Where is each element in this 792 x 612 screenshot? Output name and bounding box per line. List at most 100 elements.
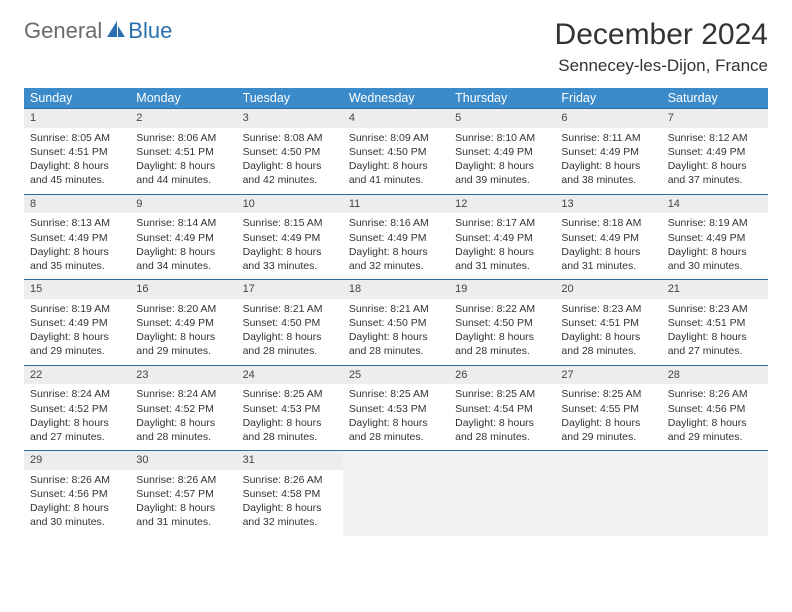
sunset-label-value: 4:51 PM xyxy=(600,317,639,329)
calendar-day: 9Sunrise: 8:14 AMSunset: 4:49 PMDaylight… xyxy=(130,194,236,280)
daylight-label-value: 8 hours and 31 minutes. xyxy=(455,246,534,272)
weekday-header: Sunday xyxy=(24,88,130,109)
sunset-label: Sunset: 4:57 PM xyxy=(136,487,230,501)
daylight-label: Daylight: 8 hours and 41 minutes. xyxy=(349,159,443,187)
sunrise-label-value: 8:20 AM xyxy=(178,303,217,315)
day-number: 26 xyxy=(449,366,555,385)
sunrise-label-value: 8:09 AM xyxy=(390,132,429,144)
sunrise-label: Sunrise: 8:25 AM xyxy=(243,387,337,401)
sunset-label: Sunset: 4:58 PM xyxy=(243,487,337,501)
calendar-day: 21Sunrise: 8:23 AMSunset: 4:51 PMDayligh… xyxy=(662,280,768,366)
sunset-label: Sunset: 4:52 PM xyxy=(136,402,230,416)
day-number: 30 xyxy=(130,451,236,470)
sunrise-label-value: 8:24 AM xyxy=(178,388,217,400)
daylight-label: Daylight: 8 hours and 28 minutes. xyxy=(349,330,443,358)
daylight-label-value: 8 hours and 41 minutes. xyxy=(349,160,428,186)
sunset-label-value: 4:51 PM xyxy=(175,146,214,158)
day-number: 23 xyxy=(130,366,236,385)
sunrise-label-value: 8:18 AM xyxy=(603,217,642,229)
sunrise-label-value: 8:21 AM xyxy=(390,303,429,315)
sunrise-label-value: 8:25 AM xyxy=(497,388,536,400)
sunset-label-value: 4:56 PM xyxy=(69,488,108,500)
day-number: 24 xyxy=(237,366,343,385)
sunrise-label: Sunrise: 8:26 AM xyxy=(668,387,762,401)
daylight-label: Daylight: 8 hours and 31 minutes. xyxy=(561,245,655,273)
sunset-label: Sunset: 4:49 PM xyxy=(136,316,230,330)
calendar-table: SundayMondayTuesdayWednesdayThursdayFrid… xyxy=(24,88,768,536)
daylight-label: Daylight: 8 hours and 28 minutes. xyxy=(243,330,337,358)
sunset-label: Sunset: 4:49 PM xyxy=(455,145,549,159)
sunset-label: Sunset: 4:50 PM xyxy=(243,316,337,330)
sunrise-label: Sunrise: 8:20 AM xyxy=(136,302,230,316)
day-number: 10 xyxy=(237,195,343,214)
sunset-label: Sunset: 4:49 PM xyxy=(349,231,443,245)
daylight-label-value: 8 hours and 30 minutes. xyxy=(668,246,747,272)
daylight-label-value: 8 hours and 39 minutes. xyxy=(455,160,534,186)
day-number: 18 xyxy=(343,280,449,299)
sunrise-label-value: 8:14 AM xyxy=(178,217,217,229)
sunrise-label-value: 8:11 AM xyxy=(603,132,641,144)
sunset-label: Sunset: 4:49 PM xyxy=(30,316,124,330)
calendar-empty xyxy=(343,451,449,536)
sunset-label-value: 4:52 PM xyxy=(175,403,214,415)
daylight-label: Daylight: 8 hours and 29 minutes. xyxy=(136,330,230,358)
daylight-label-value: 8 hours and 44 minutes. xyxy=(136,160,215,186)
daylight-label: Daylight: 8 hours and 29 minutes. xyxy=(668,416,762,444)
sunrise-label-value: 8:25 AM xyxy=(390,388,429,400)
calendar-day: 27Sunrise: 8:25 AMSunset: 4:55 PMDayligh… xyxy=(555,365,661,451)
sunset-label-value: 4:49 PM xyxy=(600,232,639,244)
daylight-label-value: 8 hours and 29 minutes. xyxy=(30,331,109,357)
day-number: 8 xyxy=(24,195,130,214)
sunset-label: Sunset: 4:49 PM xyxy=(561,231,655,245)
sunrise-label-value: 8:13 AM xyxy=(71,217,110,229)
sunset-label-value: 4:49 PM xyxy=(69,317,108,329)
day-number: 6 xyxy=(555,109,661,128)
sunrise-label-value: 8:25 AM xyxy=(603,388,642,400)
sunset-label-value: 4:49 PM xyxy=(494,232,533,244)
daylight-label: Daylight: 8 hours and 38 minutes. xyxy=(561,159,655,187)
daylight-label-value: 8 hours and 28 minutes. xyxy=(561,331,640,357)
sunset-label: Sunset: 4:51 PM xyxy=(30,145,124,159)
sunrise-label: Sunrise: 8:10 AM xyxy=(455,131,549,145)
sunrise-label: Sunrise: 8:06 AM xyxy=(136,131,230,145)
daylight-label: Daylight: 8 hours and 30 minutes. xyxy=(30,501,124,529)
calendar-day: 8Sunrise: 8:13 AMSunset: 4:49 PMDaylight… xyxy=(24,194,130,280)
sunset-label: Sunset: 4:56 PM xyxy=(668,402,762,416)
calendar-empty xyxy=(449,451,555,536)
calendar-day: 11Sunrise: 8:16 AMSunset: 4:49 PMDayligh… xyxy=(343,194,449,280)
sunset-label-value: 4:57 PM xyxy=(175,488,214,500)
sunrise-label-value: 8:26 AM xyxy=(178,474,217,486)
sunrise-label-value: 8:05 AM xyxy=(71,132,110,144)
sunset-label: Sunset: 4:53 PM xyxy=(349,402,443,416)
sunset-label-value: 4:55 PM xyxy=(600,403,639,415)
sunset-label-value: 4:50 PM xyxy=(387,317,426,329)
daylight-label-value: 8 hours and 27 minutes. xyxy=(30,417,109,443)
sunset-label: Sunset: 4:49 PM xyxy=(561,145,655,159)
title-block: December 2024 Sennecey-les-Dijon, France xyxy=(555,18,768,76)
sunrise-label: Sunrise: 8:16 AM xyxy=(349,216,443,230)
sunset-label: Sunset: 4:55 PM xyxy=(561,402,655,416)
daylight-label-value: 8 hours and 38 minutes. xyxy=(561,160,640,186)
logo-sail-icon xyxy=(104,18,126,44)
daylight-label: Daylight: 8 hours and 37 minutes. xyxy=(668,159,762,187)
calendar-day: 15Sunrise: 8:19 AMSunset: 4:49 PMDayligh… xyxy=(24,280,130,366)
sunrise-label: Sunrise: 8:18 AM xyxy=(561,216,655,230)
daylight-label-value: 8 hours and 45 minutes. xyxy=(30,160,109,186)
sunset-label: Sunset: 4:50 PM xyxy=(455,316,549,330)
sunrise-label: Sunrise: 8:15 AM xyxy=(243,216,337,230)
daylight-label: Daylight: 8 hours and 31 minutes. xyxy=(455,245,549,273)
calendar-day: 29Sunrise: 8:26 AMSunset: 4:56 PMDayligh… xyxy=(24,451,130,536)
sunrise-label-value: 8:19 AM xyxy=(709,217,748,229)
daylight-label-value: 8 hours and 42 minutes. xyxy=(243,160,322,186)
calendar-day: 26Sunrise: 8:25 AMSunset: 4:54 PMDayligh… xyxy=(449,365,555,451)
sunrise-label: Sunrise: 8:26 AM xyxy=(136,473,230,487)
sunrise-label: Sunrise: 8:21 AM xyxy=(349,302,443,316)
sunrise-label: Sunrise: 8:12 AM xyxy=(668,131,762,145)
sunrise-label: Sunrise: 8:25 AM xyxy=(561,387,655,401)
day-number: 21 xyxy=(662,280,768,299)
daylight-label: Daylight: 8 hours and 28 minutes. xyxy=(561,330,655,358)
sunset-label: Sunset: 4:51 PM xyxy=(668,316,762,330)
sunset-label: Sunset: 4:53 PM xyxy=(243,402,337,416)
sunset-label: Sunset: 4:50 PM xyxy=(349,316,443,330)
sunset-label: Sunset: 4:49 PM xyxy=(243,231,337,245)
